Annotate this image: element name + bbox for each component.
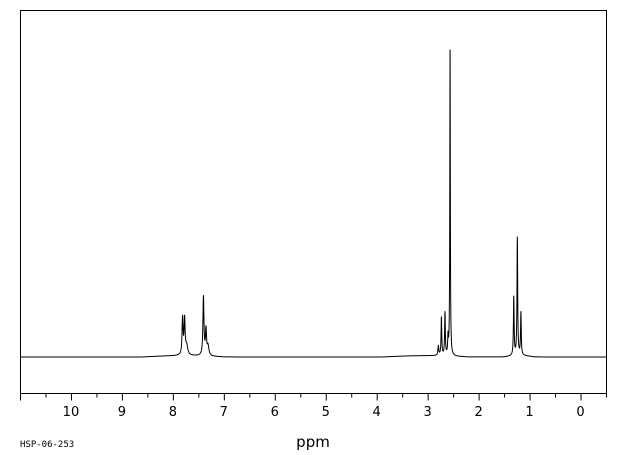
x-axis-title: ppm (296, 433, 330, 451)
spectrum-code-label: HSP-06-253 (20, 440, 74, 450)
x-tick-label: 6 (271, 405, 279, 420)
x-tick-label: 3 (424, 405, 432, 420)
x-tick-label: 1 (525, 405, 533, 420)
x-tick-label: 2 (474, 405, 482, 420)
x-tick-label: 10 (63, 405, 80, 420)
x-tick-label: 8 (169, 405, 177, 420)
spectrum-trace (20, 49, 606, 358)
x-tick-label: 5 (322, 405, 330, 420)
x-tick-label: 0 (576, 405, 584, 420)
x-tick-label: 4 (373, 405, 381, 420)
x-tick-label: 9 (118, 405, 126, 420)
x-tick-label: 7 (220, 405, 228, 420)
x-axis-ticks (20, 393, 607, 401)
x-axis-tick-labels: 10 9 8 7 6 5 4 3 2 1 0 (63, 405, 585, 420)
